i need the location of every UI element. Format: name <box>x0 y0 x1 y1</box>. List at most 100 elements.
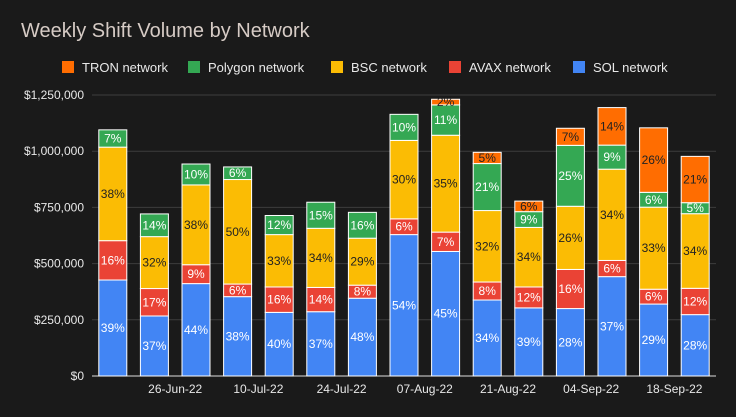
legend-swatch <box>188 61 200 73</box>
bar-segment-bsc-network <box>306 227 336 288</box>
data-label: 6% <box>395 220 413 234</box>
bar-segment-sol-network <box>223 296 253 377</box>
y-tick-label: $750,000 <box>34 200 84 214</box>
bar-segment-avax-network <box>555 268 585 310</box>
data-label: 45% <box>434 307 458 321</box>
bars: 39% 16% 38% 7% 37% 17% 32% 14% 44% 9% 38% 10% 38% 6% 5… <box>98 95 710 377</box>
bar-segment-sol-network <box>389 234 419 377</box>
bar-segment-polygon-network <box>472 163 502 212</box>
bar-segment-bsc-network <box>389 139 419 220</box>
legend-item: BSC network <box>331 60 427 75</box>
bar-segment-polygon-network <box>264 214 294 236</box>
data-label: 12% <box>267 218 291 232</box>
bar-segment-sol-network <box>597 276 627 377</box>
data-label: 32% <box>475 239 499 253</box>
data-label: 21% <box>475 180 499 194</box>
bar-segment-avax-network <box>98 240 128 281</box>
bar-segment-polygon-network <box>555 144 585 207</box>
data-label: 21% <box>683 173 707 187</box>
bar-segment-bsc-network <box>223 179 253 285</box>
bar-segment-polygon-network <box>98 129 128 148</box>
bar-segment-polygon-network <box>347 211 377 239</box>
legend-swatch <box>573 61 585 73</box>
bar-segment-bsc-network <box>514 226 544 288</box>
data-label: 33% <box>642 241 666 255</box>
data-label: 37% <box>600 319 624 333</box>
data-label: 16% <box>267 293 291 307</box>
data-label: 29% <box>350 255 374 269</box>
data-label: 38% <box>101 187 125 201</box>
axes: $0 $250,000 $500,000 $750,000 $1,000,000 $1,2… <box>24 88 703 396</box>
data-label: 39% <box>517 335 541 349</box>
legend-item: AVAX network <box>449 60 551 75</box>
x-tick-label: 24-Jul-22 <box>317 382 367 396</box>
bar-segment-polygon-network <box>181 163 211 186</box>
bar-segment-sol-network <box>639 303 669 377</box>
data-label: 34% <box>517 250 541 264</box>
data-label: 9% <box>603 150 621 164</box>
data-label: 16% <box>101 253 125 267</box>
x-tick-label: 04-Sep-22 <box>563 382 619 396</box>
x-tick-label: 26-Jun-22 <box>148 382 202 396</box>
data-label: 40% <box>267 337 291 351</box>
data-label: 6% <box>645 193 663 207</box>
data-label: 6% <box>229 166 247 180</box>
data-label: 33% <box>267 254 291 268</box>
data-label: 8% <box>479 284 497 298</box>
data-label: 44% <box>184 323 208 337</box>
data-label: 12% <box>517 290 541 304</box>
data-label: 6% <box>603 262 621 276</box>
data-label: 9% <box>520 213 538 227</box>
data-label: 6% <box>520 199 538 213</box>
bar-segment-polygon-network <box>597 144 627 170</box>
bar-segment-polygon-network <box>389 113 419 141</box>
bar-segment-bsc-network <box>555 205 585 270</box>
data-label: 38% <box>184 218 208 232</box>
legend-label: Polygon network <box>208 60 305 75</box>
data-label: 7% <box>562 130 580 144</box>
bar-segment-tron-network <box>472 151 502 165</box>
bar-segment-sol-network <box>98 279 128 377</box>
data-label: 28% <box>683 338 707 352</box>
y-tick-label: $1,000,000 <box>24 144 84 158</box>
data-label: 9% <box>187 267 205 281</box>
y-tick-label: $0 <box>71 369 85 383</box>
bar-segment-bsc-network <box>597 168 627 261</box>
chart-title: Weekly Shift Volume by Network <box>21 20 310 42</box>
data-label: 15% <box>309 208 333 222</box>
y-tick-label: $250,000 <box>34 313 84 327</box>
bar-segment-bsc-network <box>139 236 169 290</box>
legend-label: AVAX network <box>469 60 551 75</box>
legend-item: SOL network <box>573 60 668 75</box>
bar-segment-bsc-network <box>431 134 461 233</box>
bar-segment-avax-network <box>139 288 169 317</box>
bar-segment-sol-network <box>680 314 710 377</box>
data-label: 16% <box>558 282 582 296</box>
y-tick-label: $1,250,000 <box>24 88 84 102</box>
bar-segment-bsc-network <box>181 184 211 266</box>
bar-segment-bsc-network <box>680 213 710 289</box>
data-label: 12% <box>683 294 707 308</box>
bar-segment-polygon-network <box>431 104 461 136</box>
bar-segment-bsc-network <box>639 206 669 290</box>
bar-segment-polygon-network <box>139 213 169 238</box>
data-label: 35% <box>434 177 458 191</box>
bar-segment-sol-network <box>347 297 377 377</box>
x-tick-label: 10-Jul-22 <box>233 382 283 396</box>
bar-segment-polygon-network <box>306 201 336 229</box>
data-label: 34% <box>475 331 499 345</box>
data-label: 32% <box>142 256 166 270</box>
data-label: 38% <box>226 329 250 343</box>
data-label: 8% <box>354 285 372 299</box>
x-tick-label: 18-Sep-22 <box>646 382 702 396</box>
data-label: 34% <box>309 251 333 265</box>
data-label: 7% <box>437 235 455 249</box>
legend-swatch <box>62 61 74 73</box>
bar-segment-sol-network <box>264 311 294 377</box>
y-tick-label: $500,000 <box>34 257 84 271</box>
legend-item: Polygon network <box>188 60 305 75</box>
data-label: 37% <box>309 337 333 351</box>
data-label: 26% <box>558 231 582 245</box>
data-label: 28% <box>558 335 582 349</box>
